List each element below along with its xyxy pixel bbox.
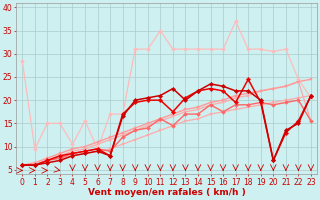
X-axis label: Vent moyen/en rafales ( km/h ): Vent moyen/en rafales ( km/h ) bbox=[88, 188, 245, 197]
